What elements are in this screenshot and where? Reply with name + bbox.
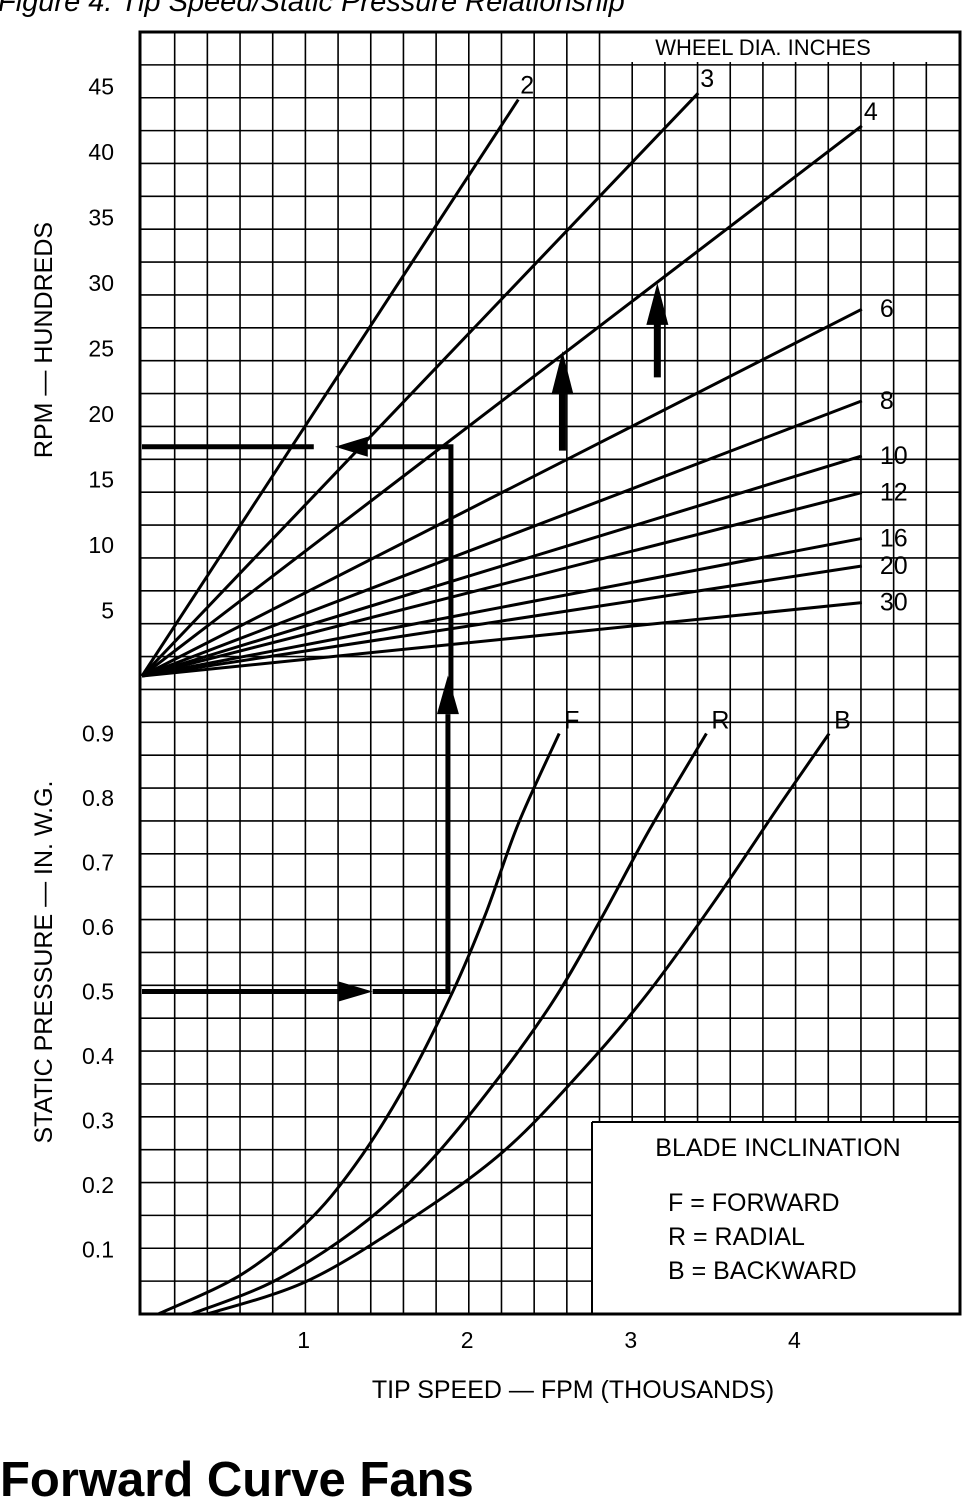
plot-frame [138,30,962,1316]
rpm-line-6 [141,307,863,678]
pressure-curve-label-B: B [834,707,851,735]
rpm-line-30 [141,601,862,678]
y-tick-pressure: 0.7 [82,850,114,876]
arrow-up [436,675,459,715]
x-tick: 4 [788,1327,801,1353]
rpm-line-label-3: 3 [700,65,714,93]
y-tick-pressure: 0.3 [82,1108,114,1134]
wheel-arrow-head [646,283,669,325]
x-axis-label: TIP SPEED — FPM (THOUSANDS) [372,1376,774,1404]
rpm-line-label-12: 12 [880,479,908,507]
legend-entry-forward: F = FORWARD [668,1189,840,1217]
arrow-left [335,436,368,457]
rpm-line-3 [140,92,700,678]
labels-group: WHEEL DIA. INCHES BLADE INCLINATION F = … [30,35,901,1404]
y-axis-label-pressure: STATIC PRESSURE — IN. W.G. [30,780,58,1143]
legend-entry-radial: R = RADIAL [668,1223,805,1251]
pressure-curve-R [190,732,708,1316]
y-tick-rpm: 45 [88,74,114,100]
y-tick-rpm: 10 [88,532,114,558]
legend-entry-backward: B = BACKWARD [668,1257,857,1285]
y-tick-rpm: 40 [88,139,114,165]
x-tick: 1 [297,1327,310,1353]
rpm-line-2 [140,98,520,677]
rpm-line-label-10: 10 [880,442,908,470]
rpm-line-label-4: 4 [864,98,878,126]
y-tick-rpm: 20 [88,401,114,427]
legend-box [591,1121,960,1314]
y-tick-pressure: 0.6 [82,914,114,940]
y-tick-rpm: 15 [88,467,114,493]
y-tick-pressure: 0.1 [82,1237,114,1263]
y-tick-pressure: 0.9 [82,721,114,747]
rpm-line-label-20: 20 [880,552,908,580]
y-axis-label-rpm: RPM — HUNDREDS [30,222,58,458]
path-segment [372,714,451,994]
arrow-right [338,981,373,1002]
x-tick: 2 [461,1327,474,1353]
rpm-line-label-6: 6 [880,295,894,323]
y-tick-pressure: 0.4 [82,1043,114,1069]
rpm-line-10 [141,454,863,678]
page-heading: Forward Curve Fans [0,1453,474,1507]
pressure-curve-label-R: R [711,707,729,735]
y-tick-pressure: 0.8 [82,785,114,811]
y-tick-pressure: 0.2 [82,1172,114,1198]
y-tick-pressure: 0.5 [82,979,114,1005]
rpm-line-label-8: 8 [880,387,894,415]
pressure-curve-label-F: F [564,707,579,735]
wheel-arrow-head [551,351,574,395]
rpm-line-label-2: 2 [520,72,534,100]
rpm-line-8 [141,399,863,678]
y-tick-rpm: 35 [88,205,114,231]
rpm-line-label-16: 16 [880,524,908,552]
y-tick-rpm: 5 [101,598,114,624]
pressure-curve-B [206,732,831,1316]
rpm-line-16 [141,536,863,678]
path-segment [354,444,454,696]
rpm-line-label-30: 30 [880,589,908,617]
legend-title: BLADE INCLINATION [655,1134,900,1162]
wheel-label-box [624,32,960,62]
rpm-line-12 [141,491,863,678]
x-tick: 3 [624,1327,637,1353]
grid [140,32,960,1314]
rpm-line-20 [141,564,863,678]
figure-title: Figure 4. Tip Speed/Static Pressure Rela… [0,0,625,18]
tick-labels: 5 10 15 20 25 30 35 40 45 0.1 0.2 0.3 0.4 0.5 0.6 0.7 0.… [82,74,801,1354]
rpm-line-4 [141,124,863,678]
y-tick-rpm: 30 [88,270,114,296]
example-path [142,283,669,1002]
wheel-dia-title: WHEEL DIA. INCHES [655,35,871,60]
pressure-curve-F [157,732,561,1316]
y-tick-rpm: 25 [88,336,114,362]
